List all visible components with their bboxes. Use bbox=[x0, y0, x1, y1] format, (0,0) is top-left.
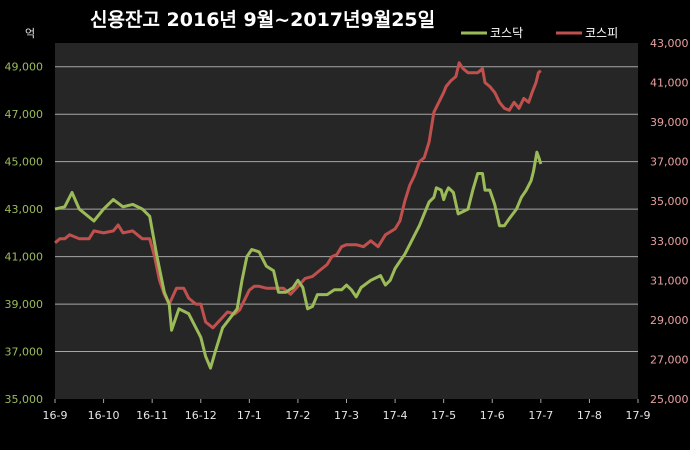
x-tick-label: 17-4 bbox=[383, 409, 408, 422]
y-right-tick-label: 41,000 bbox=[650, 77, 689, 90]
y-right-tick-label: 39,000 bbox=[650, 116, 689, 129]
x-tick-label: 17-6 bbox=[480, 409, 505, 422]
y-left-tick-label: 43,000 bbox=[5, 203, 44, 216]
y-left-tick-label: 39,000 bbox=[5, 298, 44, 311]
y-right-tick-label: 25,000 bbox=[650, 393, 689, 406]
y-right-tick-label: 27,000 bbox=[650, 353, 689, 366]
x-tick-label: 16-11 bbox=[136, 409, 168, 422]
y-left-tick-label: 35,000 bbox=[5, 393, 44, 406]
x-tick-label: 17-9 bbox=[626, 409, 651, 422]
x-tick-label: 16-9 bbox=[43, 409, 68, 422]
y-right-tick-label: 37,000 bbox=[650, 156, 689, 169]
y-right-tick-label: 33,000 bbox=[650, 235, 689, 248]
y-right-tick-label: 31,000 bbox=[650, 274, 689, 287]
x-tick-label: 17-5 bbox=[431, 409, 456, 422]
legend: 코스닥 코스피 bbox=[461, 26, 618, 40]
series-line-kospi bbox=[54, 61, 542, 330]
y-axis-unit: 억 bbox=[25, 27, 35, 40]
y-left-tick-label: 37,000 bbox=[5, 346, 44, 359]
x-tick-label: 16-12 bbox=[185, 409, 217, 422]
y-left-tick-label: 41,000 bbox=[5, 251, 44, 264]
plot-area bbox=[55, 43, 638, 399]
chart-title: 신용잔고 2016년 9월~2017년9월25일 bbox=[90, 9, 435, 31]
y-right-tick-label: 43,000 bbox=[650, 37, 689, 50]
x-tick-label: 17-2 bbox=[285, 409, 310, 422]
x-axis-ticks: 16-9 16-10 16-11 16-12 17-1 17-2 17-3 17-4 17-5 1… bbox=[43, 399, 651, 422]
x-tick-label: 17-1 bbox=[237, 409, 262, 422]
x-tick-label: 17-3 bbox=[334, 409, 359, 422]
legend-label-kospi: 코스피 bbox=[585, 26, 618, 40]
y-left-tick-label: 49,000 bbox=[5, 61, 44, 74]
series-line-kosdaq bbox=[54, 150, 543, 370]
y-axis-right-ticks: 25,000 27,000 29,000 31,000 33,000 35,000 37,0… bbox=[650, 37, 689, 406]
x-tick-label: 17-8 bbox=[577, 409, 602, 422]
x-tick-label: 16-10 bbox=[88, 409, 120, 422]
y-axis-left-ticks: 35,000 37,000 39,000 41,000 43,000 45,000 47,0… bbox=[5, 61, 44, 406]
y-left-tick-label: 47,000 bbox=[5, 108, 44, 121]
legend-label-kosdaq: 코스닥 bbox=[490, 26, 523, 40]
x-tick-label: 17-7 bbox=[528, 409, 553, 422]
grid-lines bbox=[55, 66, 638, 353]
y-left-tick-label: 45,000 bbox=[5, 156, 44, 169]
y-right-tick-label: 29,000 bbox=[650, 314, 689, 327]
y-right-tick-label: 35,000 bbox=[650, 195, 689, 208]
